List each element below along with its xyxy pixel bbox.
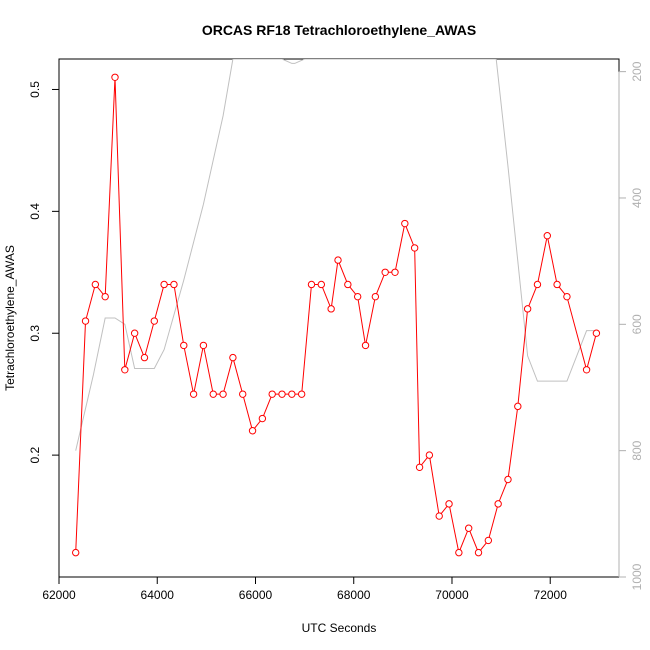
x-tick-label: 68000	[337, 588, 371, 602]
data-point	[72, 548, 80, 557]
data-point	[484, 536, 493, 545]
data-point	[140, 353, 149, 362]
data-point	[111, 73, 119, 81]
data-point	[121, 366, 129, 374]
data-point	[209, 390, 217, 398]
data-point	[170, 280, 178, 289]
y2-tick-label: 400	[630, 188, 644, 208]
data-point	[514, 402, 522, 411]
y-tick-label: 0.5	[28, 81, 42, 98]
data-point	[288, 390, 296, 398]
data-point	[464, 524, 473, 532]
y2-tick-label: 600	[630, 314, 644, 334]
x-tick-label: 72000	[534, 588, 568, 602]
series-line	[75, 77, 597, 555]
y-tick-label: 0.3	[28, 325, 42, 342]
data-point	[334, 256, 342, 264]
data-point	[199, 341, 208, 350]
data-point	[425, 451, 434, 459]
data-point	[150, 317, 158, 325]
data-point	[297, 390, 306, 398]
data-point	[81, 317, 90, 325]
data-point	[381, 268, 389, 276]
pressure-line	[75, 59, 597, 451]
data-point	[229, 353, 237, 362]
y-tick-label: 0.4	[28, 203, 42, 220]
data-point	[317, 280, 326, 289]
data-point	[344, 280, 352, 289]
data-point	[353, 292, 362, 301]
data-point	[435, 512, 443, 520]
data-point	[523, 305, 532, 313]
data-point	[582, 366, 591, 374]
data-point	[592, 329, 601, 337]
data-point	[455, 548, 463, 557]
plot-frame	[58, 58, 620, 578]
data-point	[410, 244, 419, 252]
data-point	[248, 427, 257, 435]
chart-title: ORCAS RF18 Tetrachloroethylene_AWAS	[202, 22, 476, 38]
y-tick-label: 0.2	[28, 446, 42, 463]
data-point	[391, 268, 399, 276]
data-point	[278, 390, 286, 398]
x-tick-label: 62000	[42, 588, 76, 602]
data-point	[563, 292, 571, 301]
data-point	[533, 280, 542, 289]
data-point	[268, 390, 276, 398]
pressure-series	[75, 59, 597, 451]
data-point	[474, 548, 483, 557]
data-point	[553, 280, 561, 289]
y2-tick-label: 800	[630, 440, 644, 460]
data-point	[101, 292, 109, 301]
data-point	[239, 390, 247, 398]
x-tick-label: 70000	[435, 588, 469, 602]
x-tick-label: 64000	[141, 588, 175, 602]
x-axis: 62000 64000 66000 68000 70000 72000	[42, 576, 568, 602]
x-tick-label: 66000	[239, 588, 273, 602]
y2-tick-label: 200	[630, 61, 644, 81]
data-point	[504, 475, 512, 484]
tetrachloroethylene-series	[72, 73, 601, 557]
data-point	[130, 329, 139, 337]
data-point	[327, 305, 335, 313]
data-point	[361, 341, 370, 350]
y2-tick-label: 1000	[630, 563, 644, 590]
y2-axis: 200 400 600 800 1000	[618, 61, 644, 590]
data-point	[160, 280, 168, 289]
data-point	[401, 219, 409, 228]
data-point	[189, 390, 198, 398]
data-point	[307, 280, 316, 289]
data-point	[258, 414, 267, 423]
data-point	[543, 232, 551, 240]
data-point	[219, 390, 227, 398]
x-axis-label: UTC Seconds	[302, 621, 377, 635]
data-point	[91, 280, 100, 289]
y-axis-label: Tetrachloroethylene_AWAS	[3, 245, 17, 391]
data-point	[494, 500, 502, 508]
y-axis: 0.2 0.3 0.4 0.5	[28, 81, 60, 463]
data-point	[445, 500, 453, 508]
data-point	[371, 292, 380, 301]
data-point	[180, 341, 188, 350]
data-point	[415, 463, 424, 472]
